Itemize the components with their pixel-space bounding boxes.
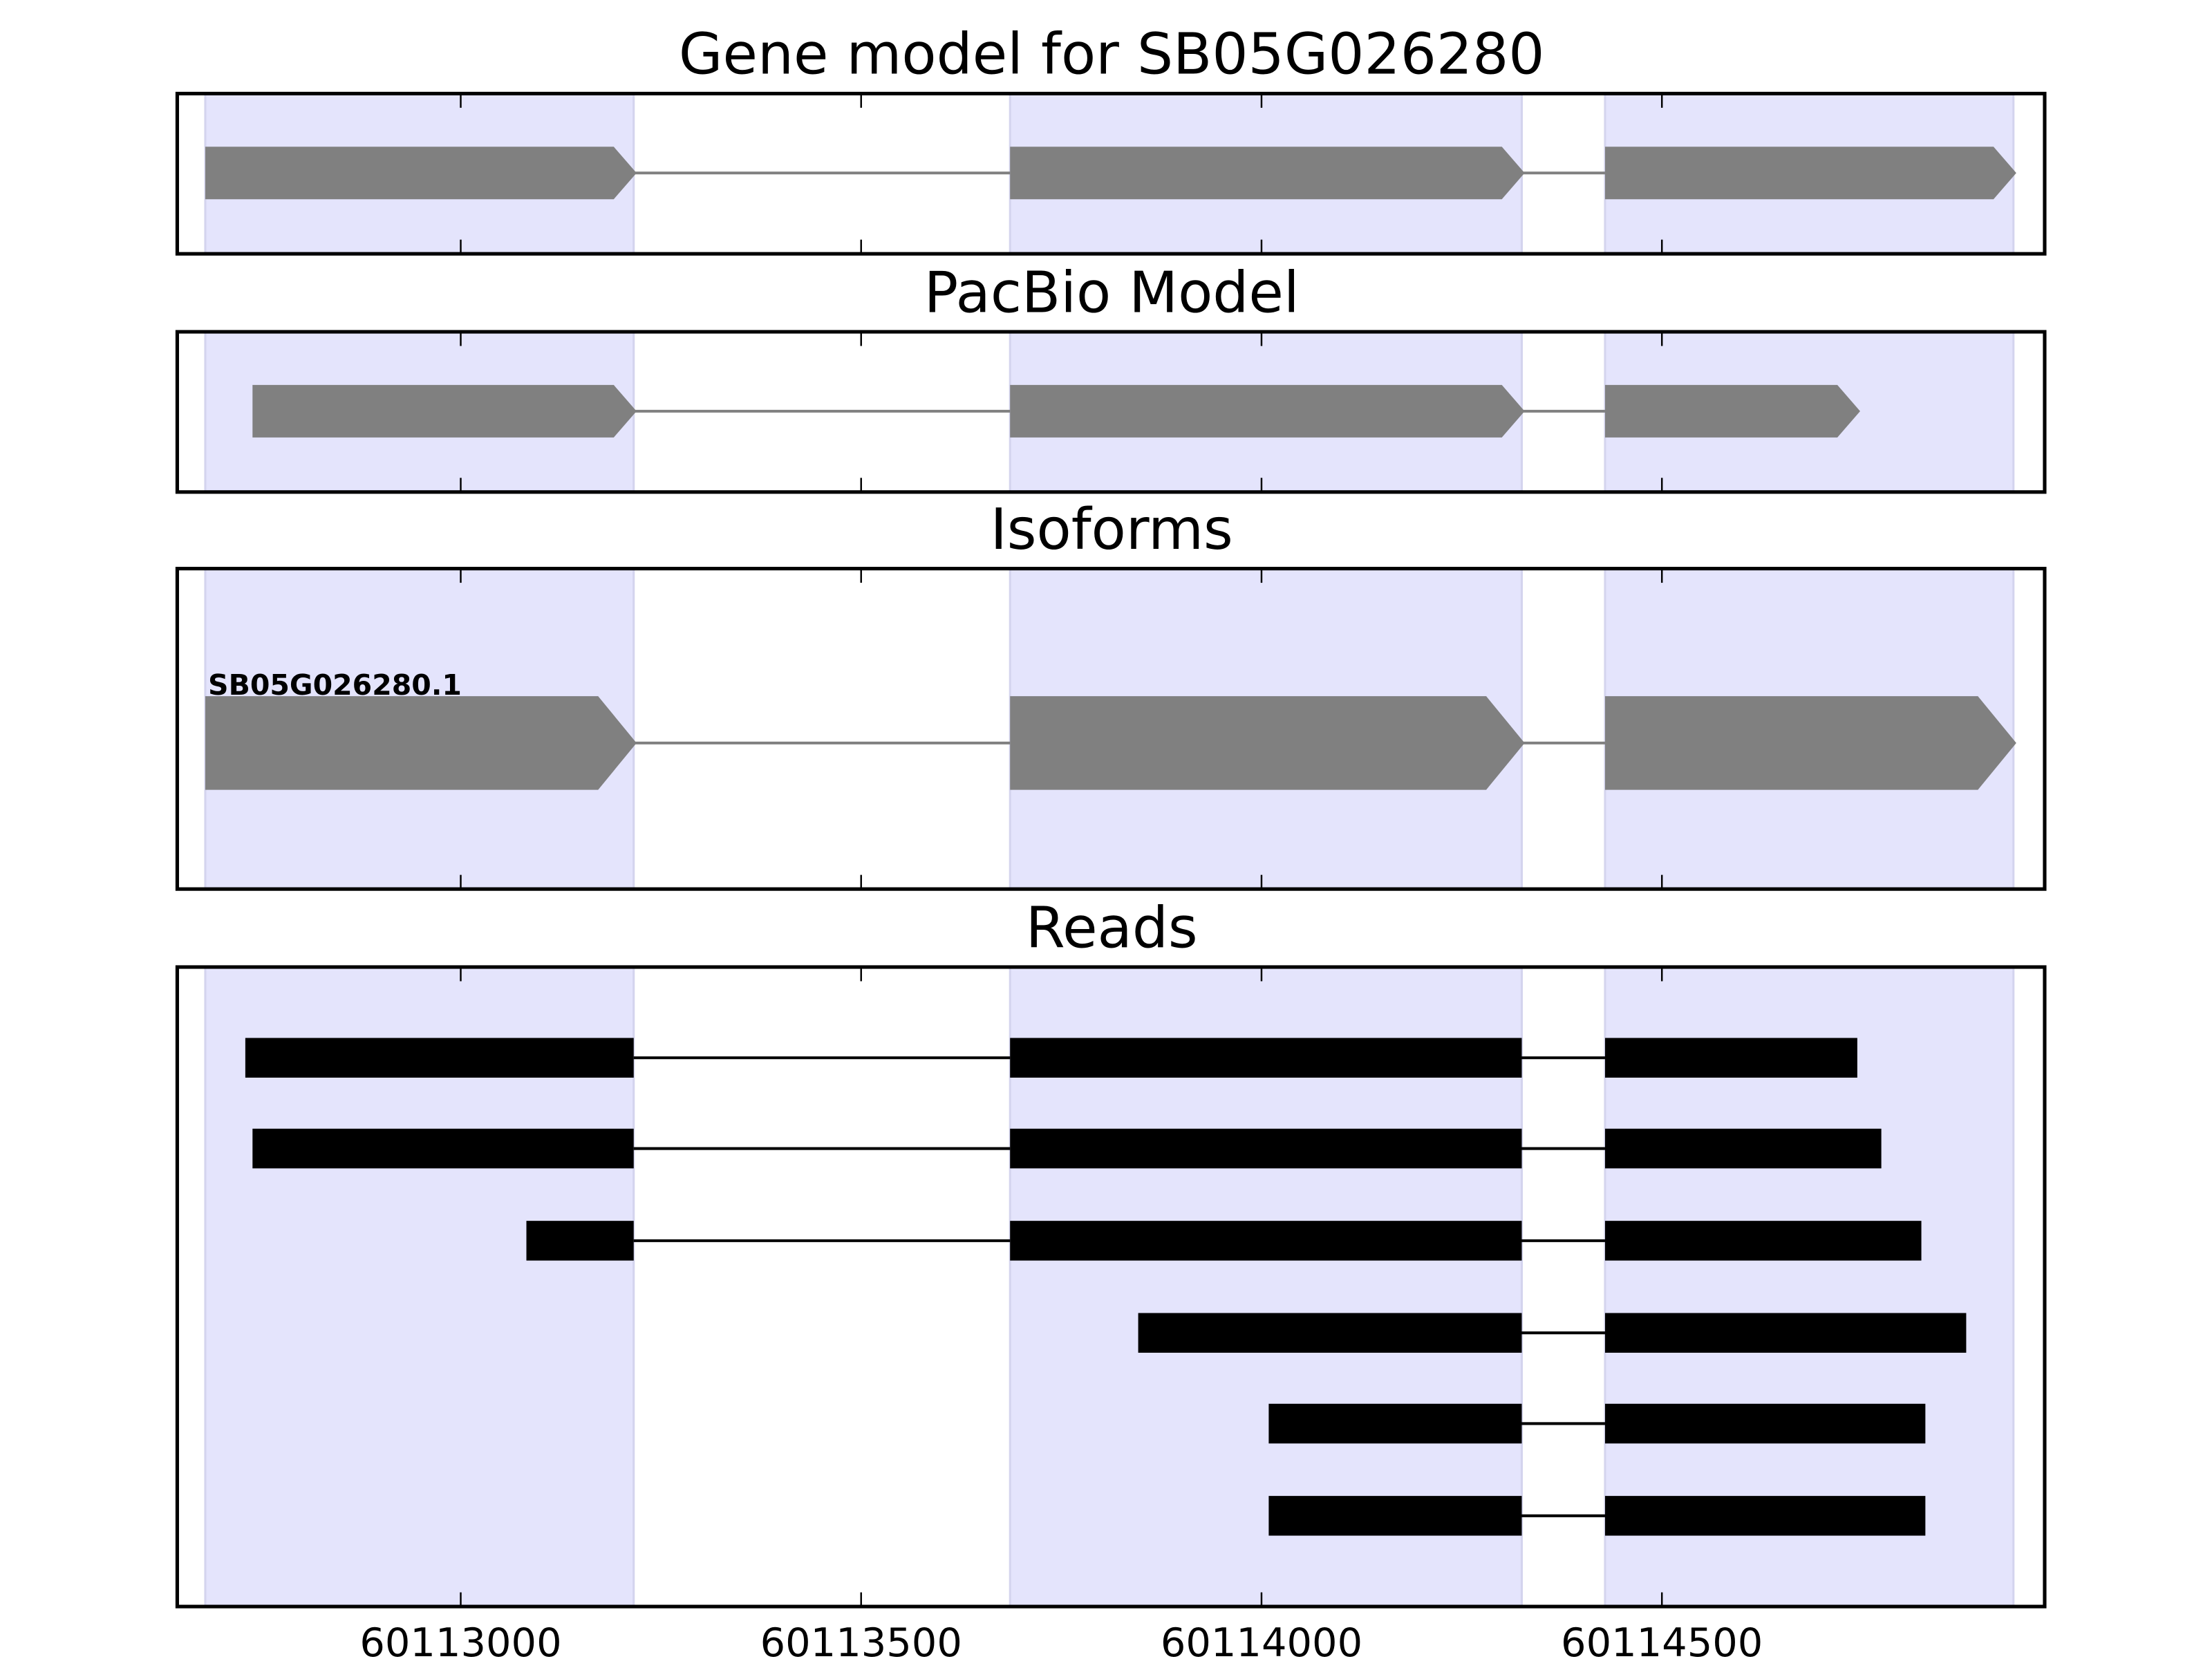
read-exon xyxy=(245,1038,634,1078)
panel-reads: Reads xyxy=(175,895,2047,1609)
panel-isoform: Isoforms SB05G026280.1 xyxy=(175,497,2047,891)
exon-arrow xyxy=(205,696,637,790)
exon-arrow xyxy=(252,384,637,438)
panel-title: Gene model for SB05G026280 xyxy=(679,22,1545,88)
exon-arrow xyxy=(1604,696,2016,790)
exon-arrow xyxy=(1010,384,1525,438)
panel-frame xyxy=(175,965,2047,1609)
read-exon xyxy=(1010,1128,1522,1169)
isoform-label: SB05G026280.1 xyxy=(208,668,462,702)
panel-frame xyxy=(175,91,2047,256)
x-tick-label: 60114500 xyxy=(1561,1620,1763,1659)
panel-title: PacBio Model xyxy=(924,260,1300,326)
read-exon xyxy=(526,1221,634,1261)
read-exon xyxy=(1268,1496,1522,1536)
read-exon xyxy=(1604,1221,1922,1261)
panel-model: PacBio Model xyxy=(175,260,2047,494)
panel-frame xyxy=(175,567,2047,891)
read-exon xyxy=(1604,1403,1926,1444)
exon-arrow xyxy=(1010,147,1525,200)
panel-frame xyxy=(175,330,2047,494)
read-exon xyxy=(1604,1313,1967,1353)
panel-title: Reads xyxy=(1026,895,1198,961)
read-exon xyxy=(1010,1038,1522,1078)
read-exon xyxy=(1268,1403,1522,1444)
x-tick-label: 60114000 xyxy=(1161,1620,1362,1659)
read-exon xyxy=(1010,1221,1522,1261)
exon-arrow xyxy=(1604,384,1860,438)
exon-arrow xyxy=(1010,696,1525,790)
read-exon xyxy=(1604,1038,1857,1078)
exon-arrow xyxy=(205,147,637,200)
x-tick-label: 60113500 xyxy=(760,1620,962,1659)
x-tick-label: 60113000 xyxy=(359,1620,561,1659)
exon-arrow xyxy=(1604,147,2016,200)
read-exon xyxy=(252,1128,634,1169)
panel-model: Gene model for SB05G026280 xyxy=(175,22,2047,256)
panel-title: Isoforms xyxy=(991,497,1233,563)
read-exon xyxy=(1604,1496,1926,1536)
read-exon xyxy=(1604,1128,1882,1169)
read-exon xyxy=(1138,1313,1522,1353)
